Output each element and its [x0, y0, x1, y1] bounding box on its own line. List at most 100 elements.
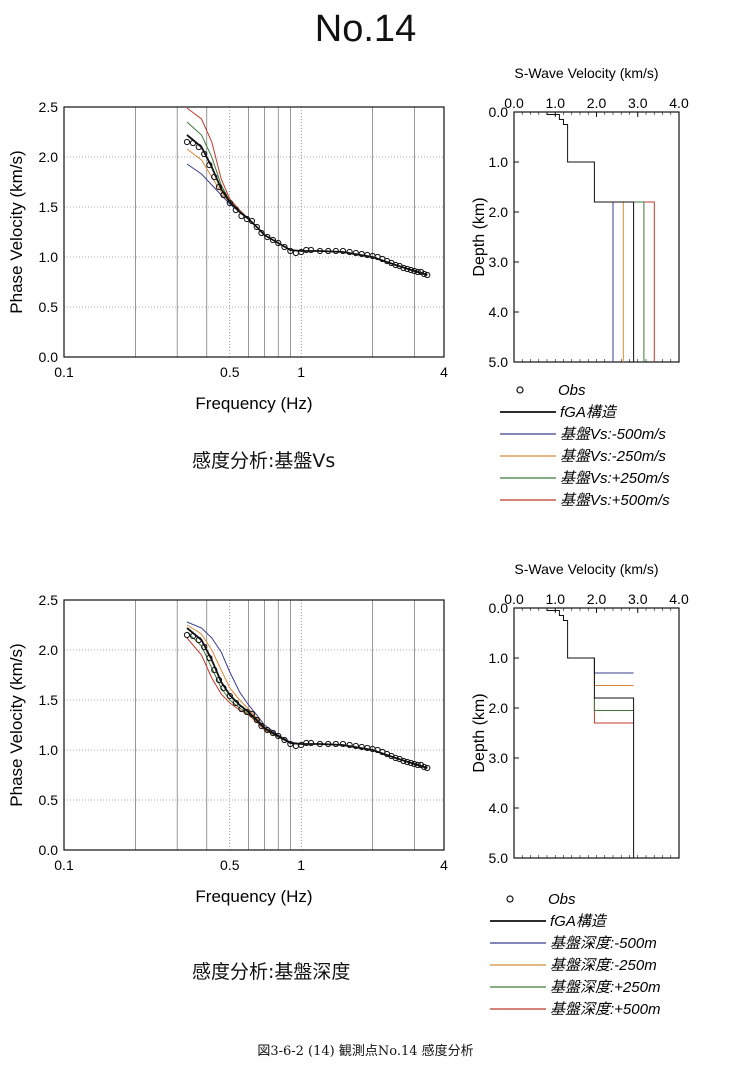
obs-point [307, 246, 315, 254]
y-axis-label: Depth (km) [471, 693, 488, 772]
obs-point [183, 631, 191, 639]
obs-point [307, 739, 315, 747]
legend-label: Obs [548, 891, 576, 908]
x-tick-label: 0.0 [504, 591, 524, 607]
obs-point [287, 740, 294, 748]
profile-line [593, 698, 634, 711]
obs-point [232, 699, 239, 707]
legend-label: 基盤Vs:+250m/s [560, 470, 670, 487]
legend-label: 基盤深度:+500m [550, 1001, 660, 1018]
y-tick-label: 2.5 [39, 592, 59, 608]
obs-point [346, 741, 353, 749]
obs-point [358, 743, 365, 751]
obs-point [215, 183, 223, 191]
obs-point [238, 212, 245, 220]
y-tick-label: 2.0 [39, 149, 59, 165]
x-tick-label: 0.0 [504, 95, 524, 111]
obs-point [407, 266, 414, 274]
obs-point [281, 736, 288, 744]
y-axis-label: Phase Velocity (km/s) [7, 643, 26, 806]
obs-point [417, 268, 425, 276]
plot-frame [63, 599, 445, 851]
obs-point [238, 705, 245, 713]
obs-point [226, 199, 233, 207]
obs-point [298, 248, 305, 256]
x-tick-label: 4 [440, 364, 448, 380]
obs-point [392, 261, 399, 269]
obs-point [226, 692, 233, 700]
obs-point [424, 271, 431, 279]
x-tick-label: 3.0 [628, 95, 648, 111]
obs-point [253, 716, 260, 724]
x-tick-label: 4.0 [669, 95, 689, 111]
x-tick-label: 3.0 [628, 591, 648, 607]
obs-point [414, 761, 421, 769]
swave-profile-chart-depth: S-Wave Velocity (km/s) 0.0 1.0 2.0 3.0 4.0 0.0… [471, 561, 689, 866]
obs-point [421, 270, 428, 278]
obs-point [264, 233, 271, 241]
obs-point [243, 215, 250, 223]
y-tick-label: 3.0 [489, 254, 509, 270]
y-tick-label: 5.0 [489, 850, 509, 866]
obs-point [206, 654, 213, 662]
x-tick-label: 1.0 [546, 95, 566, 111]
obs-point [248, 710, 256, 718]
obs-point [325, 740, 332, 748]
obs-point [332, 247, 339, 255]
obs-point [275, 732, 282, 740]
obs-point [298, 741, 305, 749]
obs-point [352, 742, 359, 750]
profile-line [594, 201, 624, 362]
series-line [186, 134, 428, 276]
y-tick-label: 1.5 [39, 199, 59, 215]
y-tick-label: 1.5 [39, 692, 59, 708]
obs-point [258, 722, 265, 730]
obs-point [417, 761, 425, 769]
obs-point [332, 740, 339, 748]
obs-point [269, 729, 277, 737]
x-tick-label: 0.5 [220, 364, 240, 380]
series-line [186, 627, 428, 769]
x-tick-label: 4 [440, 857, 448, 873]
y-tick-label: 4.0 [489, 304, 509, 320]
y-tick-label: 0.5 [39, 299, 59, 315]
x-tick-label: 1 [297, 857, 305, 873]
y-tick-label: 1.0 [39, 249, 59, 265]
obs-point [211, 666, 218, 674]
x-axis-label: Frequency (Hz) [195, 887, 312, 906]
phase-velocity-chart-depth: 0.0 0.5 1.0 1.5 2.0 2.5 0.1 0.5 1 4 Frequency (Hz)… [7, 592, 448, 906]
profile-line [593, 658, 634, 674]
x-tick-label: 2.0 [587, 591, 607, 607]
series-line [186, 148, 428, 276]
legend-marker-obs [516, 386, 524, 394]
obs-point [411, 267, 418, 275]
obs-point [195, 636, 202, 644]
obs-point [189, 139, 197, 147]
x-axis-label: Frequency (Hz) [195, 394, 312, 413]
legend-label: 基盤Vs:-500m/s [560, 426, 666, 443]
legend-marker-obs [506, 895, 514, 903]
obs-point [424, 764, 431, 772]
y-tick-label: 1.0 [489, 154, 509, 170]
profile-line [546, 112, 635, 362]
obs-point [316, 740, 324, 748]
y-tick-label: 1.0 [39, 742, 59, 758]
obs-point [358, 250, 365, 258]
profile-line [546, 608, 635, 858]
y-axis-label: Phase Velocity (km/s) [7, 150, 26, 313]
plot-frame [513, 607, 680, 859]
profile-line [594, 201, 655, 362]
x-tick-label: 4.0 [669, 591, 689, 607]
obs-point [264, 726, 271, 734]
legend-label: fGA構造 [550, 913, 608, 930]
swave-profile-chart-vs: S-Wave Velocity (km/s) 0.0 1.0 2.0 3.0 4.0 0.0… [471, 65, 689, 370]
x-tick-label: 1 [297, 364, 305, 380]
obs-point [195, 143, 202, 151]
obs-point [269, 236, 277, 244]
obs-point [232, 206, 239, 214]
obs-point [220, 684, 227, 692]
profile-line [594, 201, 645, 362]
obs-point [287, 247, 294, 255]
series-line [186, 163, 428, 276]
